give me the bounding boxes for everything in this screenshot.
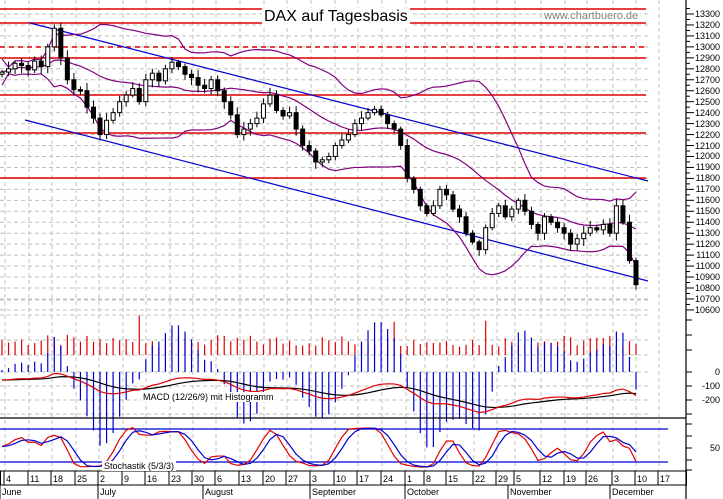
price-tick-label: 13100 [694, 30, 720, 41]
price-tick-label: 13000 [694, 41, 720, 52]
price-tick-label: 12800 [694, 63, 720, 74]
month-label: July [100, 487, 117, 497]
date-tick-label: 27 [288, 474, 299, 484]
price-tick-label: 11600 [695, 195, 720, 206]
price-tick-label: 12700 [694, 74, 720, 85]
date-tick-label: 17 [359, 474, 370, 484]
date-tick-label: 10 [637, 474, 648, 484]
date-tick-label: 29 [498, 474, 509, 484]
price-tick-label: 11200 [695, 239, 720, 250]
month-label: October [407, 487, 440, 497]
price-tick-label: 10600 [694, 304, 720, 315]
date-tick-label: 4 [6, 474, 12, 484]
date-tick-label: 19 [566, 474, 577, 484]
date-tick-label: 10 [336, 474, 347, 484]
date-tick-label: 5 [516, 474, 522, 484]
price-tick-label: 11400 [695, 217, 720, 228]
trend-channel [24, 22, 649, 282]
price-tick-label: 12300 [694, 118, 720, 129]
stoch-label: Stochastik (5/3/3) [102, 461, 177, 471]
price-tick-label: 11100 [696, 250, 720, 261]
price-tick-label: 12400 [694, 107, 720, 118]
date-tick-label: 8 [426, 474, 432, 484]
price-tick-label: 12200 [694, 129, 720, 140]
date-tick-label: 24 [383, 474, 394, 484]
date-tick-label: 20 [265, 474, 276, 484]
month-label: December [612, 487, 654, 497]
date-tick-label: 25 [77, 474, 88, 484]
price-tick-label: 10800 [694, 283, 720, 293]
watermark: www.chartbuero.de [542, 10, 641, 22]
price-tick-label: 11800 [695, 173, 720, 184]
date-tick-label: 2 [100, 474, 106, 484]
price-tick-label: 12000 [694, 151, 720, 162]
date-tick-label: 23 [171, 474, 182, 484]
price-tick-label: 12900 [694, 52, 720, 63]
indicator-tick-label: 50 [709, 443, 720, 453]
date-tick-label: 26 [588, 474, 599, 484]
price-tick-label: 12500 [694, 96, 720, 107]
price-tick-label: 10900 [694, 272, 720, 283]
price-tick-label: 11300 [695, 228, 720, 239]
date-tick-label: 3 [312, 474, 318, 484]
price-tick-label: 13300 [694, 9, 720, 19]
date-tick-label: 9 [124, 474, 130, 484]
date-tick-label: 12 [542, 474, 553, 484]
price-tick-label: 12100 [694, 140, 720, 151]
macd-label: MACD (12/26/9) mit Histogramm [141, 392, 276, 402]
macd-panel [1, 322, 637, 448]
indicator-tick-label: 0 [714, 367, 720, 377]
indicator-tick-label: -100 [701, 381, 720, 391]
month-label: August [205, 487, 234, 497]
price-tick-label: 11500 [695, 206, 720, 217]
price-tick-label: 11700 [695, 184, 720, 195]
date-tick-label: 13 [241, 474, 252, 484]
grid-lines [0, 0, 660, 471]
chart-title: DAX auf Tagesbasis [262, 8, 410, 26]
date-tick-label: 11 [30, 474, 40, 484]
date-tick-label: 6 [217, 474, 223, 484]
date-tick-label: 1 [407, 474, 413, 484]
date-tick-label: 15 [448, 474, 459, 484]
candlesticks [0, 23, 639, 290]
price-tick-label: 13200 [694, 19, 720, 30]
volume-bars [1, 315, 637, 355]
date-tick-label: 18 [53, 474, 64, 484]
panel-frames [0, 0, 694, 499]
price-tick-label: 11900 [695, 162, 720, 173]
date-tick-label: 17 [660, 474, 671, 484]
date-tick-label: 3 [614, 474, 620, 484]
month-label: June [2, 487, 22, 497]
price-tick-label: 10700 [694, 293, 720, 304]
date-tick-label: 30 [194, 474, 205, 484]
price-tick-label: 11000 [695, 261, 720, 272]
indicator-tick-label: -200 [701, 395, 720, 405]
resistance-levels [0, 8, 646, 179]
date-tick-label: 16 [147, 474, 158, 484]
month-label: November [510, 487, 552, 497]
date-tick-label: 22 [475, 474, 486, 484]
month-label: September [312, 487, 357, 497]
price-tick-label: 12600 [694, 85, 720, 96]
